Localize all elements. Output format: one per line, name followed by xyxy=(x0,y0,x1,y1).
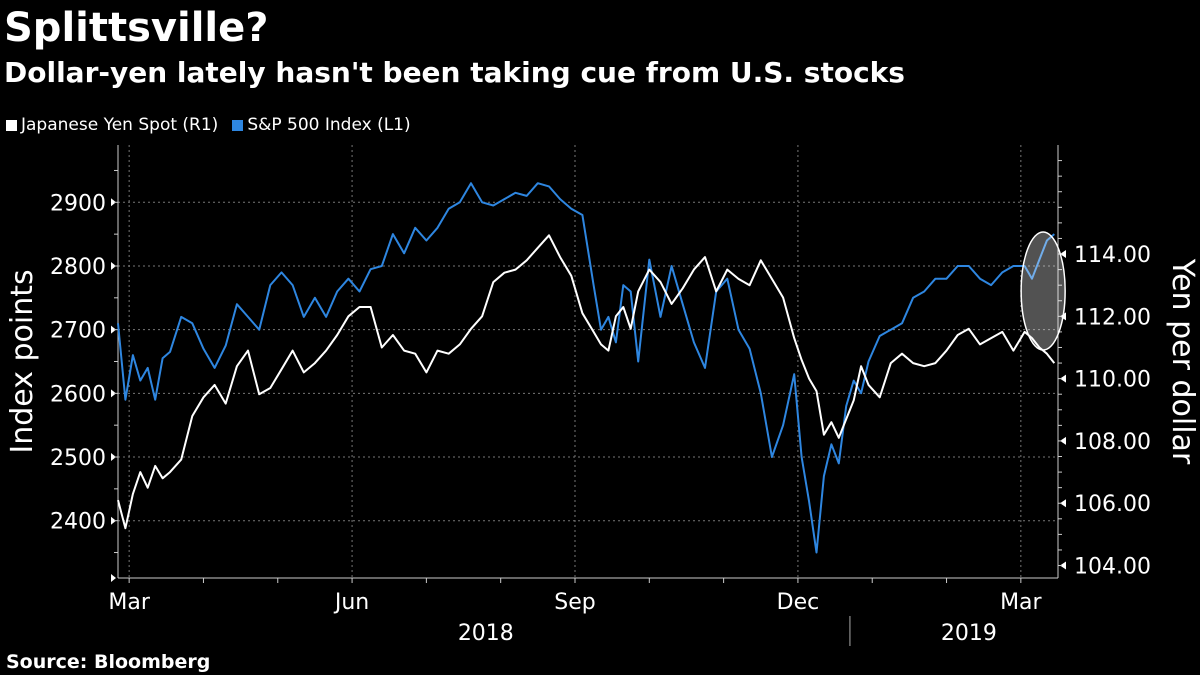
x-tick-label: Dec xyxy=(777,590,820,615)
right-tick-mark xyxy=(1060,499,1066,508)
left-tick-label: 2800 xyxy=(50,255,106,280)
right-tick-mark xyxy=(1060,436,1066,445)
left-tick-mark xyxy=(111,261,116,270)
right-tick-mark xyxy=(1060,374,1066,383)
right-tick-label: 108.00 xyxy=(1074,430,1151,455)
left-tick-label: 2900 xyxy=(50,191,106,216)
chart-title: Splittsville? xyxy=(4,5,269,51)
right-tick-label: 106.00 xyxy=(1074,492,1151,517)
legend-swatch-spx xyxy=(232,119,244,131)
chart-subtitle: Dollar-yen lately hasn't been taking cue… xyxy=(4,56,905,89)
left-tick-label: 2700 xyxy=(50,319,106,344)
left-tick-mark xyxy=(111,325,116,334)
x-tick-label: Mar xyxy=(1000,590,1042,615)
year-label: 2018 xyxy=(458,621,514,646)
left-tick-label: 2500 xyxy=(50,446,106,471)
series-layer xyxy=(117,182,1056,554)
x-tick-label: Sep xyxy=(554,590,595,615)
left-axis-arrow xyxy=(111,574,116,582)
yen-line xyxy=(117,234,1056,530)
right-tick-label: 110.00 xyxy=(1074,368,1151,393)
right-tick-label: 112.00 xyxy=(1074,305,1151,330)
legend-swatch-yen xyxy=(6,119,17,131)
right-tick-label: 104.00 xyxy=(1074,555,1151,580)
x-tick-label: Mar xyxy=(108,590,150,615)
left-tick-mark xyxy=(111,198,116,207)
legend-label-yen: Japanese Yen Spot (R1) xyxy=(21,115,219,135)
left-tick-mark xyxy=(111,389,116,398)
left-tick-mark xyxy=(111,453,116,462)
right-tick-label: 114.00 xyxy=(1074,243,1151,268)
source-note: Source: Bloomberg xyxy=(6,651,211,673)
right-axis-title: Yen per dollar xyxy=(1165,258,1200,465)
right-tick-mark xyxy=(1060,250,1066,259)
legend-item-yen: Japanese Yen Spot (R1) xyxy=(6,114,218,136)
left-tick-label: 2600 xyxy=(50,382,106,407)
right-tick-mark xyxy=(1060,561,1066,570)
legend-label-spx: S&P 500 Index (L1) xyxy=(247,115,411,135)
grid xyxy=(118,145,1058,578)
year-label: 2019 xyxy=(941,621,997,646)
legend-item-spx: S&P 500 Index (L1) xyxy=(232,114,411,136)
legend: Japanese Yen Spot (R1) S&P 500 Index (L1… xyxy=(6,114,425,136)
left-tick-mark xyxy=(111,516,116,525)
highlight-ellipse xyxy=(1020,231,1066,351)
left-tick-label: 2400 xyxy=(50,510,106,535)
spx-line xyxy=(117,182,1055,554)
x-tick-label: Jun xyxy=(333,590,369,615)
axes: 2400 2500 2600 2700 2800 2900 104.00 106.00 108.… xyxy=(5,145,1200,646)
annotation-layer xyxy=(1020,231,1066,351)
left-axis-title: Index points xyxy=(5,269,40,453)
